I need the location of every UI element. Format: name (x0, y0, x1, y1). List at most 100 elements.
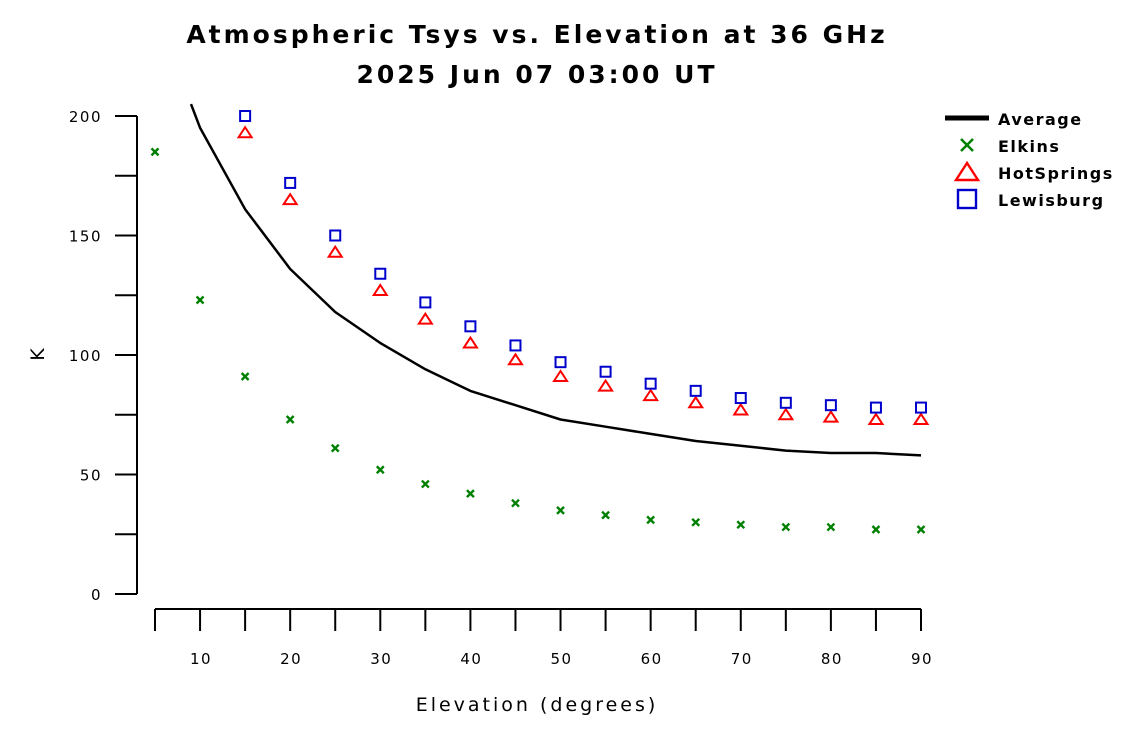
chart-title: Atmospheric Tsys vs. Elevation at 36 GHz (186, 20, 887, 49)
data-point (511, 498, 520, 508)
data-point (507, 352, 524, 366)
x-tick-label: 60 (641, 650, 663, 668)
data-point (509, 339, 522, 352)
data-point (239, 110, 252, 122)
data-point (240, 372, 250, 381)
x-tick-label: 90 (911, 650, 933, 668)
data-point-stroke (150, 147, 160, 157)
data-point-stroke (916, 525, 926, 534)
data-point (826, 522, 836, 532)
y-tick-label: 200 (69, 108, 102, 126)
data-point (601, 510, 610, 520)
chart-subtitle: 2025 Jun 07 03:00 UT (356, 60, 717, 89)
data-point (375, 465, 385, 475)
data-point (599, 365, 612, 378)
data-point (687, 395, 705, 409)
data-point (421, 479, 430, 489)
legend-item-lewisburg: Lewisburg (956, 188, 1105, 210)
data-point (236, 125, 254, 139)
data-point (419, 296, 432, 309)
series-lewisburg (239, 110, 927, 414)
data-point (915, 401, 927, 414)
data-point (912, 412, 930, 426)
data-point (779, 396, 792, 409)
series-hotsprings (236, 125, 930, 426)
x-axis-label: Elevation (degrees) (416, 694, 659, 716)
data-point (150, 147, 160, 157)
series-elkins (150, 147, 926, 534)
legend-swatch (960, 138, 974, 152)
data-point (281, 192, 299, 206)
x-tick-label: 10 (190, 650, 212, 668)
legend-swatch-stroke (960, 138, 974, 152)
data-point (871, 525, 881, 534)
data-point-stroke (646, 515, 655, 525)
data-point (781, 522, 791, 532)
data-point-stroke (330, 443, 340, 453)
data-point (464, 320, 477, 333)
data-point (642, 388, 659, 402)
data-point (371, 283, 389, 296)
data-point (285, 415, 295, 424)
data-point-stroke (375, 465, 385, 475)
data-point (554, 356, 567, 369)
x-tick-label: 40 (460, 650, 482, 668)
data-point (556, 506, 565, 515)
series-line-average (189, 103, 922, 457)
data-point (646, 515, 655, 525)
x-tick-label: 70 (731, 650, 753, 668)
data-point (466, 489, 475, 498)
y-axis-label: K (27, 345, 49, 360)
data-point-stroke (781, 522, 791, 532)
data-point (916, 525, 926, 534)
legend: Average Elkins HotSprings Lewisburg (945, 110, 1114, 210)
data-point-stroke (601, 510, 610, 520)
y-tick-label: 50 (80, 467, 102, 485)
legend-label: Lewisburg (998, 191, 1105, 210)
data-point (330, 443, 340, 453)
legend-item-elkins: Elkins (960, 137, 1060, 156)
legend-swatch (953, 160, 981, 182)
legend-swatch (956, 188, 978, 210)
data-point-stroke (691, 517, 701, 527)
data-point (552, 369, 569, 383)
data-point (777, 407, 795, 421)
data-point (689, 384, 702, 397)
x-tick-label: 20 (280, 650, 302, 668)
data-point-stroke (826, 522, 836, 532)
data-point (597, 378, 614, 392)
data-point-stroke (511, 498, 520, 508)
data-point (822, 409, 840, 423)
legend-item-average: Average (945, 110, 1083, 129)
data-point (417, 311, 434, 325)
data-point (462, 335, 479, 349)
data-point (329, 229, 342, 242)
data-point-stroke (421, 479, 430, 489)
x-tick-label: 80 (821, 650, 843, 668)
data-point (824, 399, 837, 412)
legend-label: Elkins (998, 137, 1060, 156)
y-tick-label: 0 (91, 586, 102, 604)
data-point-stroke (871, 525, 881, 534)
data-point (644, 377, 657, 390)
data-point (867, 412, 885, 426)
data-point-stroke (285, 415, 295, 424)
data-point (734, 392, 747, 405)
legend-label: HotSprings (998, 164, 1114, 183)
data-point (284, 176, 297, 189)
plot-area (150, 103, 930, 534)
legend-label: Average (998, 110, 1083, 129)
data-point (691, 517, 701, 527)
data-point (869, 401, 882, 414)
y-tick-label: 150 (69, 228, 102, 246)
data-point (732, 402, 750, 416)
data-point-stroke (556, 506, 565, 515)
data-point (736, 520, 746, 530)
x-tick-label: 30 (370, 650, 392, 668)
data-point-stroke (736, 520, 746, 530)
y-tick-label: 100 (69, 347, 102, 365)
data-point (374, 267, 387, 280)
data-point-stroke (195, 295, 205, 305)
x-tick-label: 50 (550, 650, 572, 668)
